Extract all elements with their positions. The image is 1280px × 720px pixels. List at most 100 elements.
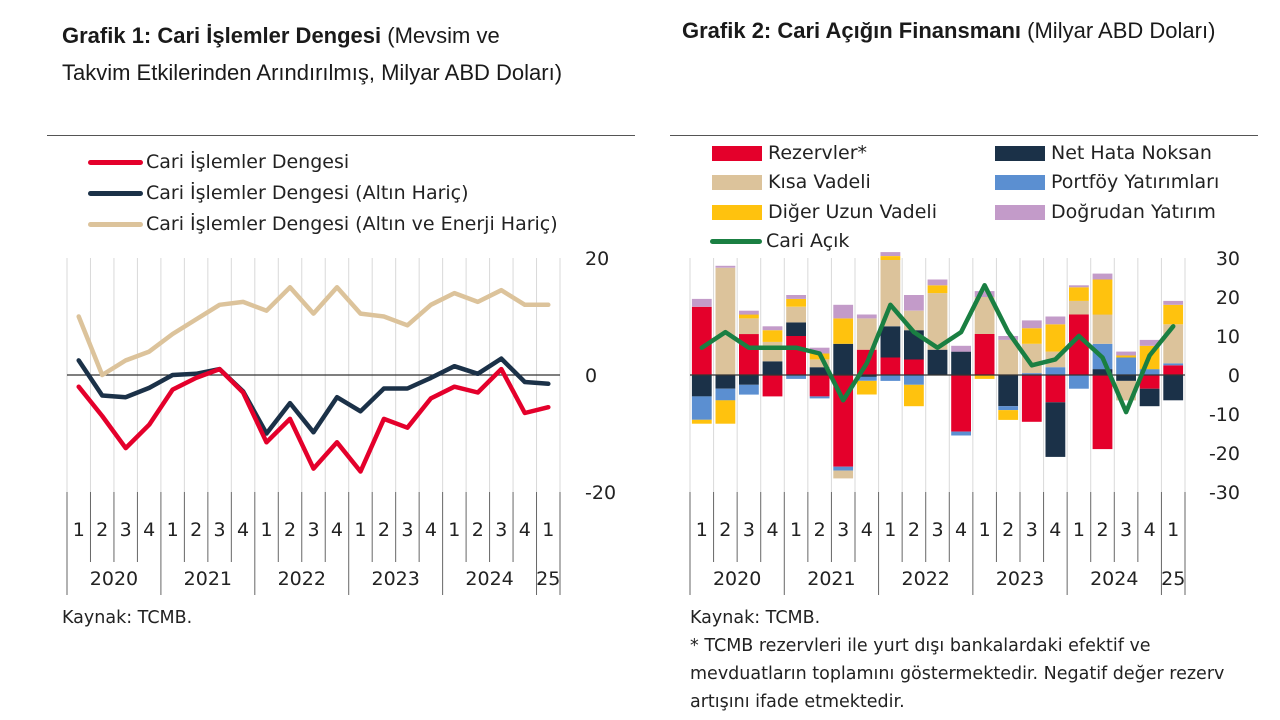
chart2-bar-segment-6: [1139, 339, 1160, 346]
chart1-title-bold: Grafik 1: Cari İşlemler Dengesi: [62, 23, 382, 48]
chart2-bar-segment-6: [786, 295, 806, 299]
chart2-bar-segment-1: [904, 359, 924, 375]
chart2-bar-segment-1: [1045, 375, 1066, 403]
chart2-y-tick-label: 30: [1216, 248, 1240, 270]
chart2-quarter-label: 3: [931, 519, 943, 541]
chart2-quarter-label: 1: [1167, 519, 1179, 541]
chart2-bar-segment-2: [1092, 369, 1113, 375]
chart2-bar-segment-2: [691, 375, 712, 397]
chart1-legend-item-3: Cari İşlemler Dengesi (Altın ve Enerji H…: [88, 213, 558, 235]
chart2-y-tick-label: -10: [1209, 404, 1240, 426]
chart2-bar-segment-1: [833, 375, 854, 467]
chart2-quarter-label: 4: [955, 519, 967, 541]
chart1-y-tick-label: 20: [585, 248, 609, 270]
chart2-bar-segment-1: [1092, 375, 1113, 450]
chart2-bar-segment-3: [739, 384, 759, 395]
chart2-bar-segment-3: [715, 388, 736, 401]
chart2-quarter-label: 2: [1002, 519, 1014, 541]
chart2-bar-segment-2: [1116, 375, 1136, 381]
chart1-quarter-label: 1: [542, 519, 554, 541]
chart1-quarter-label: 2: [96, 519, 108, 541]
chart1-quarter-label: 4: [519, 519, 531, 541]
chart2-bar-segment-3: [1163, 363, 1184, 366]
chart1-y-tick-label: 0: [585, 365, 597, 387]
chart2-year-label: 2021: [807, 568, 855, 590]
chart2-legend-swatch-rezervler: [712, 145, 762, 161]
chart2-bar-segment-6: [856, 314, 877, 319]
chart2-bar-segment-1: [1163, 365, 1184, 376]
chart2-quarter-label: 2: [908, 519, 920, 541]
chart2-bar-segment-1: [786, 336, 806, 375]
chart2-bar-segment-6: [1021, 320, 1042, 329]
chart1-legend-label-3: Cari İşlemler Dengesi (Altın ve Enerji H…: [146, 213, 558, 235]
chart1-year-label: 2022: [278, 568, 326, 590]
chart2-bar-segment-3: [856, 376, 877, 381]
chart2-bar-segment-5: [904, 384, 924, 407]
chart2-title-rule: [670, 135, 1258, 136]
chart2-legend-label-diger-uzun-vadeli: Diğer Uzun Vadeli: [768, 201, 937, 223]
chart1-quarter-label: 1: [167, 519, 179, 541]
chart1-quarter-label: 1: [261, 519, 273, 541]
chart1-title-rest: (Mevsim ve Takvim Etkilerinden Arındırıl…: [62, 23, 563, 85]
chart2-bar-segment-4: [1163, 324, 1184, 364]
chart2-legend-label-net-hata-noksan: Net Hata Noksan: [1051, 142, 1212, 164]
chart1-source: Kaynak: TCMB.: [62, 608, 193, 628]
chart2-year-label: 2023: [996, 568, 1044, 590]
chart2-title-bold: Grafik 2: Cari Açığın Finansmanı: [682, 18, 1022, 43]
chart1-quarter-label: 3: [495, 519, 507, 541]
chart2-bar-segment-4: [833, 470, 854, 479]
chart1-legend-label-2: Cari İşlemler Dengesi (Altın Hariç): [146, 182, 469, 204]
chart2-bar-segment-2: [786, 322, 806, 336]
chart2-bar-segment-6: [1116, 351, 1136, 356]
chart2-legend-swatch-dogrudan: [995, 204, 1045, 220]
chart1-quarter-label: 1: [448, 519, 460, 541]
chart2-legend-label-kisa-vadeli: Kısa Vadeli: [768, 171, 871, 193]
chart2-legend-label-dogrudan: Doğrudan Yatırım: [1051, 201, 1216, 223]
chart2-y-tick-label: -20: [1209, 443, 1240, 465]
chart2-bar-segment-6: [833, 304, 854, 319]
chart2-bar-segment-4: [856, 318, 877, 350]
chart2-legend-label-rezervler: Rezervler*: [768, 142, 868, 164]
chart2-bar-segment-2: [880, 326, 901, 358]
chart2-y-tick-label: 20: [1216, 287, 1240, 309]
chart2-title: Grafik 2: Cari Açığın Finansmanı (Milyar…: [682, 12, 1222, 49]
chart2-bar-segment-4: [715, 267, 736, 376]
chart2-bar-segment-2: [951, 351, 971, 375]
chart2-legend-swatch-kisa-vadeli: [712, 174, 762, 190]
chart2-bar-segment-1: [880, 357, 901, 375]
chart1-title-rule: [47, 135, 635, 136]
chart2-quarter-label: 1: [884, 519, 896, 541]
chart2-y-tick-label: 0: [1228, 365, 1240, 387]
chart2-bar-segment-5: [998, 410, 1019, 420]
chart1-quarter-label: 2: [190, 519, 202, 541]
chart2-quarter-label: 3: [743, 519, 755, 541]
chart1-quarter-label: 1: [73, 519, 85, 541]
chart1-year-label: 2024: [465, 568, 513, 590]
chart1-quarter-label: 4: [425, 519, 437, 541]
chart2-quarter-label: 3: [1026, 519, 1038, 541]
chart2-bar-segment-1: [1139, 375, 1160, 389]
chart2-quarter-label: 4: [861, 519, 873, 541]
chart1-year-label: 2023: [371, 568, 419, 590]
chart2-footnote: * TCMB rezervleri ile yurt dışı bankalar…: [690, 636, 1225, 712]
chart2-bar-segment-6: [880, 252, 901, 256]
chart1-quarter-label: 2: [284, 519, 296, 541]
chart2-bar-segment-1: [951, 375, 971, 432]
chart2-quarter-label: 3: [1120, 519, 1132, 541]
chart2-bar-segment-1: [1069, 314, 1089, 375]
chart1-title: Grafik 1: Cari İşlemler Dengesi (Mevsim …: [62, 17, 572, 91]
chart2-bar-segment-6: [1163, 300, 1184, 305]
chart2-legend-swatch-diger-uzun-vadeli: [712, 204, 762, 220]
chart2-bar-segment-4: [974, 297, 995, 334]
chart2-legend-item-cari-acik: Cari Açık: [710, 230, 849, 252]
chart1-quarter-label: 2: [472, 519, 484, 541]
chart2-bar-segment-5: [1045, 324, 1066, 352]
chart2-bar-segment-4: [739, 318, 759, 335]
chart1-legend-swatch-1: [88, 159, 143, 165]
chart2-y-tick-label: 10: [1216, 326, 1240, 348]
chart1-year-label: 2021: [184, 568, 232, 590]
chart2-bar-segment-6: [1045, 316, 1066, 325]
chart2-bar-segment-2: [856, 375, 877, 377]
chart2-quarter-label: 2: [814, 519, 826, 541]
chart1-legend-swatch-3: [88, 221, 143, 227]
